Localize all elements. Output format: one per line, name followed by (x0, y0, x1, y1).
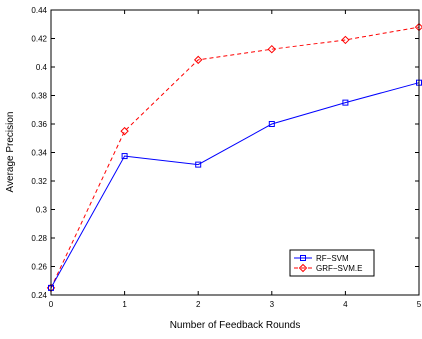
y-tick-label: 0.36 (31, 120, 47, 129)
y-tick-label: 0.42 (31, 35, 47, 44)
legend-entry-label: GRF−SVM.E (316, 264, 362, 273)
x-tick-label: 5 (417, 300, 422, 309)
x-tick-label: 0 (49, 300, 54, 309)
y-tick-label: 0.38 (31, 92, 47, 101)
legend-entry-label: RF−SVM (316, 254, 349, 263)
y-tick-label: 0.26 (31, 263, 47, 272)
x-axis-label: Number of Feedback Rounds (170, 320, 301, 331)
y-tick-label: 0.34 (31, 149, 47, 158)
x-tick-label: 3 (270, 300, 275, 309)
y-tick-label: 0.24 (31, 291, 47, 300)
y-axis-label: Average Precision (5, 112, 16, 193)
y-tick-label: 0.4 (36, 63, 48, 72)
x-tick-label: 1 (122, 300, 127, 309)
y-tick-label: 0.44 (31, 6, 47, 15)
x-tick-label: 2 (196, 300, 201, 309)
y-tick-label: 0.32 (31, 177, 47, 186)
y-tick-label: 0.3 (36, 206, 48, 215)
x-tick-label: 4 (343, 300, 348, 309)
y-tick-label: 0.28 (31, 234, 47, 243)
